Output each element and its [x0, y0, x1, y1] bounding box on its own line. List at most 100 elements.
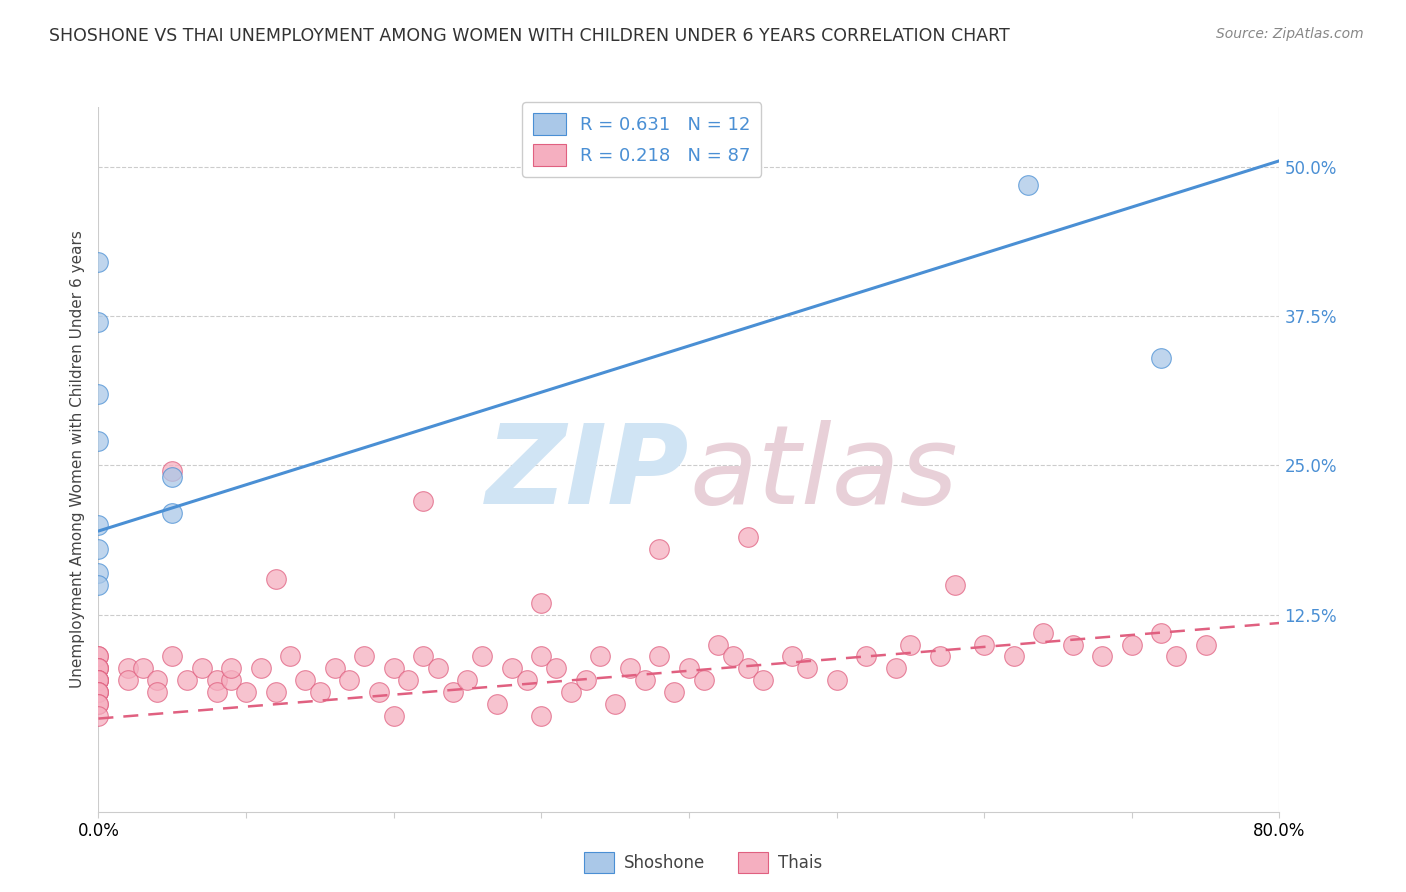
Point — [176, 673, 198, 688]
Point — [87, 673, 110, 688]
Point — [87, 578, 110, 592]
Point — [162, 464, 183, 478]
Point — [205, 685, 228, 699]
Point — [117, 661, 139, 675]
Point — [441, 685, 464, 699]
Point — [250, 661, 273, 675]
Point — [530, 649, 553, 664]
Point — [87, 685, 110, 699]
Point — [1121, 638, 1143, 652]
Point — [693, 673, 716, 688]
Point — [87, 661, 110, 675]
Point — [1032, 625, 1054, 640]
Point — [648, 649, 671, 664]
Point — [87, 673, 110, 688]
Point — [929, 649, 952, 664]
Point — [146, 685, 169, 699]
Point — [605, 697, 627, 711]
Point — [117, 673, 139, 688]
Point — [221, 661, 243, 675]
Point — [162, 470, 183, 484]
Point — [943, 578, 966, 592]
Point — [87, 541, 110, 556]
Point — [412, 494, 434, 508]
Point — [1195, 638, 1218, 652]
Point — [87, 649, 110, 664]
Point — [427, 661, 450, 675]
Point — [87, 673, 110, 688]
Point — [412, 649, 434, 664]
Text: atlas: atlas — [689, 420, 957, 527]
Point — [471, 649, 494, 664]
Point — [457, 673, 479, 688]
Point — [1166, 649, 1188, 664]
Point — [648, 541, 671, 556]
Point — [339, 673, 361, 688]
Point — [723, 649, 745, 664]
Text: ZIP: ZIP — [485, 420, 689, 527]
Point — [382, 709, 405, 723]
Point — [1150, 351, 1173, 365]
Point — [382, 661, 405, 675]
Point — [782, 649, 804, 664]
Point — [264, 685, 287, 699]
Text: Source: ZipAtlas.com: Source: ZipAtlas.com — [1216, 27, 1364, 41]
Legend: R = 0.631   N = 12, R = 0.218   N = 87: R = 0.631 N = 12, R = 0.218 N = 87 — [522, 102, 761, 177]
Point — [619, 661, 641, 675]
Y-axis label: Unemployment Among Women with Children Under 6 years: Unemployment Among Women with Children U… — [69, 230, 84, 689]
Point — [191, 661, 214, 675]
Point — [973, 638, 995, 652]
Point — [1150, 625, 1173, 640]
Point — [87, 255, 110, 269]
Point — [235, 685, 257, 699]
Point — [87, 566, 110, 580]
Point — [560, 685, 582, 699]
Point — [87, 685, 110, 699]
Point — [353, 649, 375, 664]
Point — [398, 673, 420, 688]
Point — [900, 638, 922, 652]
Point — [589, 649, 612, 664]
Point — [530, 596, 553, 610]
Point — [87, 649, 110, 664]
Point — [87, 661, 110, 675]
Point — [87, 709, 110, 723]
Point — [280, 649, 302, 664]
Point — [884, 661, 907, 675]
Point — [530, 709, 553, 723]
Point — [205, 673, 228, 688]
Point — [87, 685, 110, 699]
Point — [501, 661, 523, 675]
Point — [516, 673, 538, 688]
Point — [146, 673, 169, 688]
Point — [796, 661, 818, 675]
Text: SHOSHONE VS THAI UNEMPLOYMENT AMONG WOMEN WITH CHILDREN UNDER 6 YEARS CORRELATIO: SHOSHONE VS THAI UNEMPLOYMENT AMONG WOME… — [49, 27, 1010, 45]
Point — [264, 572, 287, 586]
Point — [737, 661, 759, 675]
Point — [323, 661, 346, 675]
Point — [221, 673, 243, 688]
Legend: Shoshone, Thais: Shoshone, Thais — [576, 846, 830, 880]
Point — [1002, 649, 1025, 664]
Point — [855, 649, 877, 664]
Point — [752, 673, 775, 688]
Point — [486, 697, 509, 711]
Point — [87, 673, 110, 688]
Point — [1018, 178, 1040, 192]
Point — [1062, 638, 1084, 652]
Point — [162, 649, 183, 664]
Point — [707, 638, 730, 652]
Point — [368, 685, 391, 699]
Point — [87, 386, 110, 401]
Point — [294, 673, 316, 688]
Point — [162, 506, 183, 520]
Point — [87, 434, 110, 449]
Point — [1091, 649, 1114, 664]
Point — [546, 661, 568, 675]
Point — [678, 661, 700, 675]
Point — [825, 673, 848, 688]
Point — [575, 673, 598, 688]
Point — [87, 315, 110, 329]
Point — [132, 661, 155, 675]
Point — [87, 518, 110, 533]
